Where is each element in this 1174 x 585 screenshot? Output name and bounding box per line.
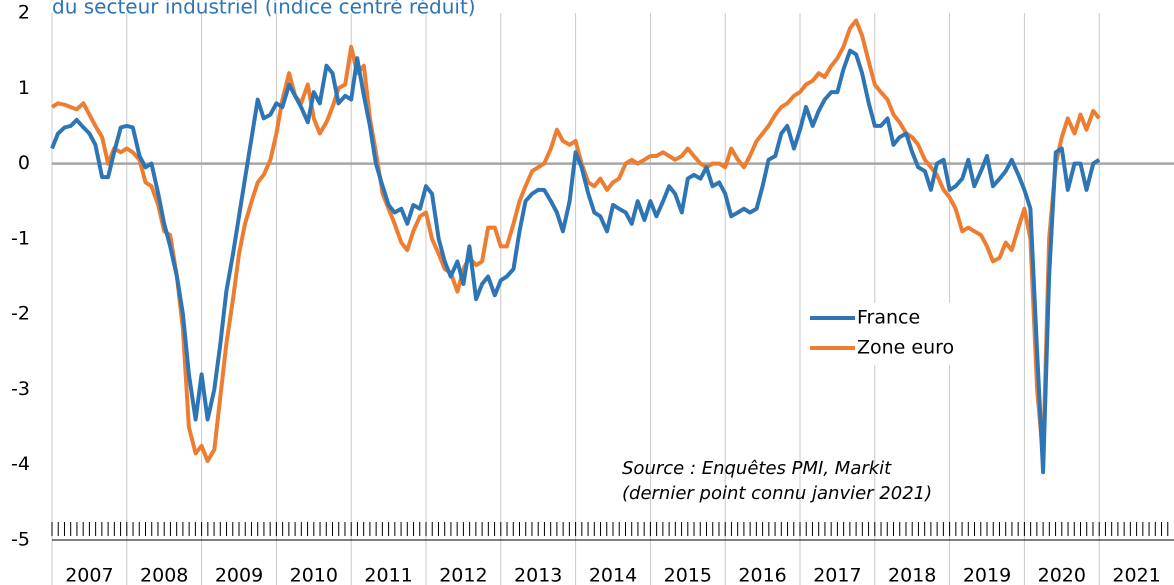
y-tick-label: -5 xyxy=(11,529,30,551)
legend-label: Zone euro xyxy=(857,337,954,359)
y-tick-label: 2 xyxy=(18,2,30,24)
x-tick-label: 2015 xyxy=(664,565,712,585)
annotation: (dernier point connu janvier 2021) xyxy=(622,483,932,504)
plot: -5 -4 -3 -2 -1 0 1 2 2007 2008 2009 2010 2011 2012 201… xyxy=(11,2,1174,585)
x-tick-label: 2014 xyxy=(589,565,637,585)
legend-bg xyxy=(805,303,985,365)
x-tick-label: 2010 xyxy=(290,565,338,585)
y-tick-label: 0 xyxy=(18,152,30,174)
x-tick-label: 2017 xyxy=(813,565,861,585)
x-tick-label: 2021 xyxy=(1112,565,1160,585)
x-tick-label: 2013 xyxy=(514,565,562,585)
x-tick-label: 2019 xyxy=(963,565,1011,585)
y-tick-label: -2 xyxy=(11,303,30,325)
x-tick-label: 2012 xyxy=(439,565,487,585)
line-series xyxy=(50,48,1101,475)
x-tick-label: 2020 xyxy=(1038,565,1086,585)
line-series xyxy=(50,18,1101,463)
y-tick-label: -1 xyxy=(11,227,30,249)
x-tick-label: 2008 xyxy=(140,565,188,585)
chart-title: du secteur industriel (indice centré réd… xyxy=(52,0,476,19)
annotation: Source : Enquêtes PMI, Markit xyxy=(622,458,892,479)
y-tick-label: -3 xyxy=(11,378,30,400)
x-tick-label: 2007 xyxy=(65,565,113,585)
x-tick-label: 2011 xyxy=(364,565,412,585)
x-tick-label: 2018 xyxy=(888,565,936,585)
legend: France Zone euro xyxy=(805,303,985,365)
y-tick-label: -4 xyxy=(11,453,30,475)
legend-label: France xyxy=(857,307,920,329)
y-tick-label: 1 xyxy=(18,77,30,99)
x-tick-label: 2009 xyxy=(215,565,263,585)
x-tick-label: 2016 xyxy=(738,565,786,585)
